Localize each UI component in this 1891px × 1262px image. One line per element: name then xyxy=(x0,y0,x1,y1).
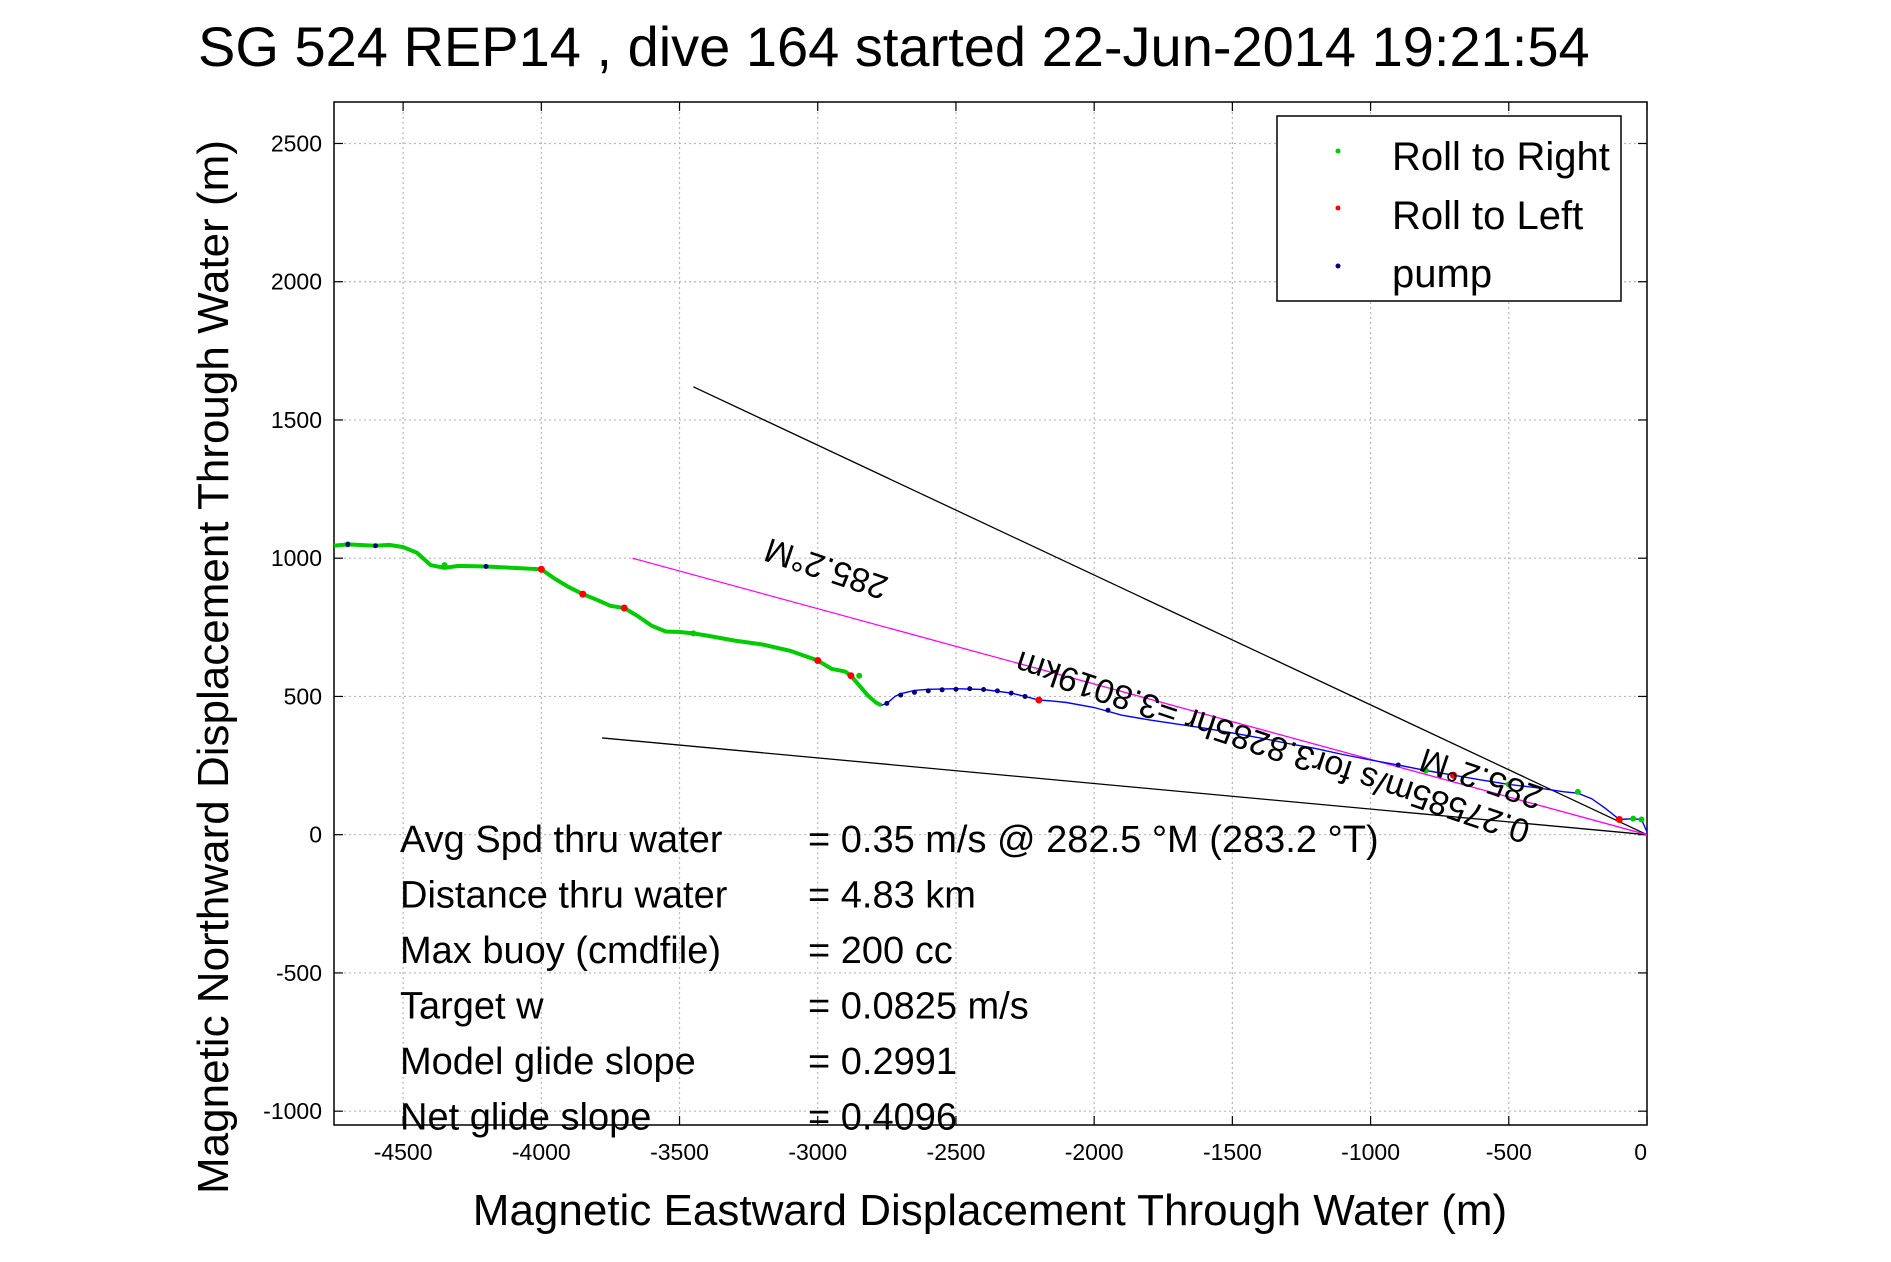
legend-item-pump: pump xyxy=(1335,252,1492,296)
legend-box xyxy=(1276,115,1622,302)
pump-point xyxy=(898,692,904,698)
markers-layer xyxy=(344,541,1645,823)
legend-marker-roll-right xyxy=(1335,148,1341,154)
y-tick-label: -500 xyxy=(276,960,322,986)
x-tick-label: -2000 xyxy=(1065,1139,1124,1165)
legend: Roll to Right Roll to Left pump xyxy=(1276,115,1622,302)
roll-left-point xyxy=(579,590,587,598)
pump-point xyxy=(967,686,973,692)
roll-left-point xyxy=(620,604,628,612)
x-axis-label: Magnetic Eastward Displacement Through W… xyxy=(473,1186,1507,1235)
pump-point xyxy=(1008,690,1014,696)
legend-label-roll-right: Roll to Right xyxy=(1392,135,1610,179)
info-value: = 4.83 km xyxy=(808,875,976,917)
roll-left-point xyxy=(537,565,545,573)
pump-point xyxy=(939,687,945,693)
info-value: = 200 cc xyxy=(808,930,953,972)
x-tick-label: -1500 xyxy=(1203,1139,1262,1165)
roll-left-point xyxy=(1035,696,1043,704)
x-tick-label: 0 xyxy=(1634,1139,1647,1165)
roll-right-point xyxy=(856,672,863,679)
info-label: Target w xyxy=(400,986,544,1028)
guide-line-1 xyxy=(693,386,1648,836)
legend-label-pump: pump xyxy=(1392,252,1492,296)
x-tick-label: -4500 xyxy=(374,1139,433,1165)
info-label: Net glide slope xyxy=(400,1097,651,1139)
x-tick-label: -500 xyxy=(1486,1139,1532,1165)
axis-ticks: -4500 -4000 -3500 -3000 -2500 -2000 -1500 -1000… xyxy=(263,102,1648,1165)
pump-point xyxy=(372,543,378,549)
info-value: = 0.35 m/s @ 282.5 °M (283.2 °T) xyxy=(808,819,1379,861)
roll-left-point xyxy=(1615,815,1623,823)
legend-item-roll-right: Roll to Right xyxy=(1335,135,1610,179)
roll-right-point xyxy=(1630,815,1637,822)
guide-line-3 xyxy=(632,557,1648,836)
pump-point xyxy=(994,688,1000,694)
y-axis-label: Magnetic Northward Displacement Through … xyxy=(189,140,238,1194)
pump-point xyxy=(1395,762,1401,768)
info-block: Avg Spd thru water = 0.35 m/s @ 282.5 °M … xyxy=(400,819,1379,1139)
x-tick-label: -2500 xyxy=(927,1139,986,1165)
y-tick-label: 2500 xyxy=(271,130,322,156)
info-label: Avg Spd thru water xyxy=(400,819,723,861)
chart-title: SG 524 REP14 , dive 164 started 22-Jun-2… xyxy=(198,15,1590,78)
roll-left-point xyxy=(814,657,822,665)
y-tick-label: 0 xyxy=(309,822,322,848)
info-label: Max buoy (cmdfile) xyxy=(400,930,721,972)
heading-annotation-1: 285.2°M xyxy=(760,530,893,606)
roll-right-point xyxy=(1422,767,1429,774)
guide-line-2 xyxy=(602,737,1648,836)
info-label: Model glide slope xyxy=(400,1041,696,1083)
roll-right-point xyxy=(690,630,697,637)
y-tick-label: 2000 xyxy=(271,269,322,295)
x-tick-label: -3500 xyxy=(650,1139,709,1165)
info-value: = 0.0825 m/s xyxy=(808,986,1029,1028)
y-tick-label: -1000 xyxy=(263,1098,322,1124)
pump-point xyxy=(483,563,489,569)
info-value: = 0.2991 xyxy=(808,1041,957,1083)
roll-right-point xyxy=(1574,788,1581,795)
legend-label-roll-left: Roll to Left xyxy=(1392,194,1583,238)
x-tick-label: -4000 xyxy=(512,1139,571,1165)
pump-point xyxy=(925,688,931,694)
roll-right-point xyxy=(441,562,448,569)
y-tick-label: 1000 xyxy=(271,545,322,571)
pump-point xyxy=(884,700,890,706)
pump-point xyxy=(911,689,917,695)
pump-point xyxy=(953,686,959,692)
guide-lines xyxy=(602,386,1648,836)
pump-point xyxy=(1022,693,1028,699)
plot-frame xyxy=(333,101,1648,1126)
roll-left-point xyxy=(1450,771,1458,779)
x-tick-label: -1000 xyxy=(1341,1139,1400,1165)
roll-left-point xyxy=(847,672,855,680)
legend-item-roll-left: Roll to Left xyxy=(1335,194,1583,238)
legend-marker-pump xyxy=(1335,263,1341,269)
pump-point xyxy=(981,687,987,693)
roll-right-point xyxy=(1638,816,1645,823)
roll-right-point xyxy=(1505,781,1512,788)
info-label: Distance thru water xyxy=(400,875,728,917)
y-tick-label: 1500 xyxy=(271,407,322,433)
legend-marker-roll-left xyxy=(1335,205,1341,211)
pump-point xyxy=(345,541,351,547)
info-value: = 0.4096 xyxy=(808,1097,957,1139)
x-tick-label: -3000 xyxy=(788,1139,847,1165)
pump-point xyxy=(1105,707,1111,713)
y-tick-label: 500 xyxy=(284,683,322,709)
